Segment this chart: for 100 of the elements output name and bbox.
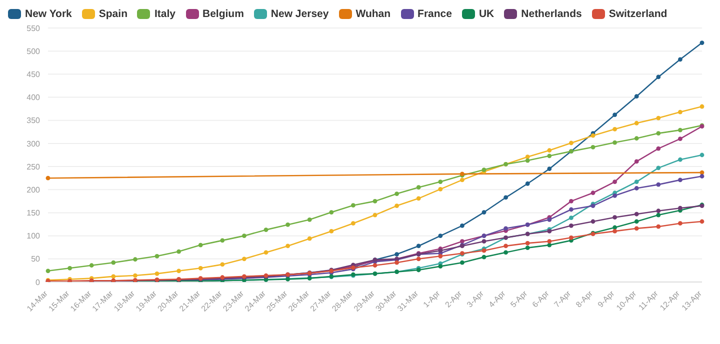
y-tick-label: 250	[26, 162, 41, 172]
y-tick-label: 200	[26, 185, 41, 194]
point	[525, 241, 530, 246]
point	[590, 190, 596, 196]
point	[46, 176, 50, 180]
point	[634, 180, 639, 184]
point	[547, 148, 552, 153]
point	[678, 206, 682, 210]
point	[634, 219, 639, 224]
point	[569, 198, 574, 204]
point	[416, 185, 421, 190]
point	[460, 260, 464, 265]
point	[307, 236, 312, 241]
point	[525, 181, 530, 186]
y-tick-label: 350	[26, 116, 41, 126]
point	[612, 215, 617, 220]
point	[656, 208, 661, 214]
point	[111, 260, 116, 265]
point	[504, 226, 508, 231]
point	[569, 235, 574, 240]
point	[416, 244, 421, 248]
legend-label: Netherlands	[520, 8, 582, 20]
point	[198, 242, 203, 248]
point	[634, 226, 639, 231]
point	[394, 192, 399, 196]
point	[176, 249, 181, 254]
point	[634, 186, 639, 190]
point	[329, 210, 334, 214]
point	[569, 140, 574, 146]
y-tick-label: 450	[26, 70, 41, 80]
legend-label: New York	[24, 8, 72, 20]
point	[590, 144, 596, 150]
point	[46, 268, 50, 274]
point	[656, 212, 661, 218]
y-tick-label: 50	[31, 254, 41, 264]
point	[634, 120, 639, 126]
point	[678, 136, 682, 142]
point	[286, 222, 290, 227]
point	[372, 263, 378, 268]
point	[460, 223, 464, 228]
y-tick-label: 400	[26, 93, 41, 102]
point	[438, 254, 443, 258]
point	[286, 244, 290, 248]
point	[416, 256, 421, 262]
point	[242, 234, 246, 238]
point	[482, 254, 486, 260]
point	[700, 40, 704, 45]
point	[133, 273, 138, 278]
point	[438, 180, 443, 184]
point	[525, 246, 530, 250]
point	[525, 154, 530, 160]
y-tick-label: 500	[26, 46, 41, 56]
point	[569, 207, 574, 212]
point	[590, 219, 596, 224]
point	[351, 221, 356, 226]
point	[525, 158, 530, 163]
legend-label: France	[416, 8, 452, 20]
point	[372, 198, 378, 204]
point	[394, 252, 399, 256]
legend-label: Wuhan	[354, 8, 391, 20]
point	[264, 250, 268, 255]
point	[547, 166, 552, 172]
point	[634, 94, 639, 99]
point	[372, 212, 378, 218]
point	[700, 219, 704, 224]
legend-label: UK	[478, 8, 494, 20]
point	[154, 271, 160, 276]
y-tick-label: 300	[26, 139, 41, 148]
point	[242, 256, 246, 262]
point	[700, 174, 704, 178]
point	[220, 238, 225, 243]
point	[656, 74, 661, 80]
point	[198, 266, 203, 270]
point	[678, 221, 682, 226]
legend-label: Belgium	[202, 8, 244, 20]
point	[133, 257, 138, 262]
legend-label: New Jersey	[270, 8, 329, 20]
point	[307, 217, 312, 222]
point	[678, 178, 682, 182]
point	[89, 263, 94, 268]
point	[678, 157, 682, 162]
legend-label: Spain	[98, 8, 128, 20]
legend-label: Switzerland	[608, 8, 668, 20]
point	[438, 186, 443, 192]
point	[678, 128, 682, 132]
point	[68, 266, 72, 270]
point	[460, 239, 464, 244]
point	[612, 140, 617, 145]
point	[656, 224, 661, 229]
y-tick-label: 150	[26, 208, 41, 218]
point	[569, 216, 574, 220]
point	[504, 244, 508, 248]
point	[656, 116, 661, 120]
point	[678, 57, 682, 62]
point	[394, 204, 399, 208]
point	[504, 195, 508, 200]
point	[111, 274, 116, 279]
point	[394, 260, 399, 265]
y-tick-label: 550	[26, 24, 41, 33]
point	[329, 229, 334, 234]
